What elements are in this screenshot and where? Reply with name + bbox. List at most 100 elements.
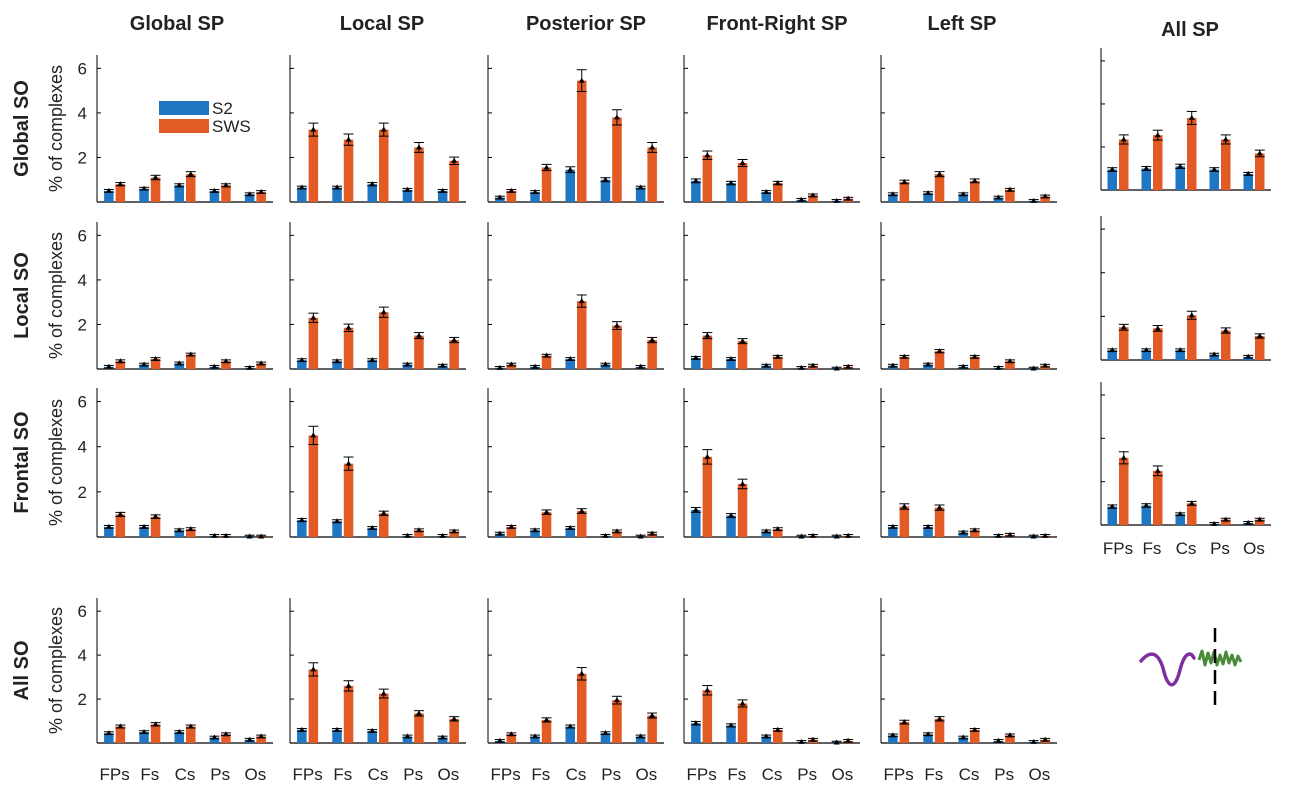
mean-marker: [637, 184, 644, 190]
y-tick-label: 2: [78, 690, 87, 709]
x-tick-label: Os: [1243, 539, 1265, 558]
mean-marker: [971, 177, 978, 183]
bar-sws: [577, 673, 587, 743]
mean-marker: [774, 726, 781, 732]
mean-marker: [774, 180, 781, 186]
bar-sws: [221, 734, 231, 743]
mean-marker: [1256, 150, 1263, 156]
bar-sws: [647, 340, 657, 369]
mean-marker: [763, 733, 770, 739]
bar-s2: [139, 188, 149, 202]
mean-marker: [1245, 519, 1252, 525]
mean-marker: [1211, 166, 1218, 172]
mean-marker: [649, 144, 656, 150]
mean-marker: [901, 353, 908, 359]
bar-sws: [773, 529, 783, 537]
mean-marker: [404, 186, 411, 192]
mean-marker: [415, 332, 422, 338]
bar-s2: [565, 358, 575, 369]
x-tick-label: Cs: [959, 765, 980, 784]
mean-marker: [310, 666, 317, 672]
mean-marker: [613, 697, 620, 703]
mean-marker: [845, 737, 852, 743]
bar-sws: [150, 516, 161, 537]
mean-marker: [578, 508, 585, 514]
mean-marker: [246, 533, 253, 539]
mean-marker: [739, 700, 746, 706]
mean-marker: [496, 194, 503, 200]
mean-marker: [971, 726, 978, 732]
mean-marker: [995, 737, 1002, 743]
mean-marker: [532, 733, 539, 739]
x-tick-label: Ps: [210, 765, 230, 784]
mean-marker: [258, 533, 265, 539]
mean-marker: [1109, 503, 1116, 509]
bar-sws: [1005, 361, 1015, 369]
mean-marker: [728, 512, 735, 518]
mean-marker: [728, 180, 735, 186]
mean-marker: [1143, 165, 1150, 171]
bar-sws: [1221, 139, 1231, 190]
bar-s2: [761, 736, 771, 743]
y-axis-label: % of complexes: [46, 399, 66, 526]
bar-s2: [437, 190, 448, 202]
mean-marker: [833, 365, 840, 371]
bar-sws: [221, 361, 231, 369]
mean-marker: [187, 351, 194, 357]
bar-sws: [343, 685, 354, 743]
bar-s2: [139, 364, 149, 369]
mean-marker: [211, 363, 218, 369]
y-axis-label: % of complexes: [46, 65, 66, 192]
mean-marker: [152, 355, 159, 361]
bar-sws: [343, 139, 354, 202]
mean-marker: [298, 184, 305, 190]
mean-marker: [637, 733, 644, 739]
bar-sws: [702, 456, 713, 537]
bar-sws: [186, 529, 196, 537]
bar-s2: [367, 360, 377, 369]
x-tick-label: FPs: [686, 765, 716, 784]
x-tick-label: Fs: [140, 765, 159, 784]
mean-marker: [602, 532, 609, 538]
mean-marker: [1042, 193, 1049, 199]
mean-marker: [833, 533, 840, 539]
mean-marker: [141, 729, 148, 735]
mean-marker: [246, 736, 253, 742]
bar-sws: [970, 729, 980, 743]
bar-sws: [934, 174, 945, 202]
mean-marker: [1042, 362, 1049, 368]
spindle-waveform-icon: [1197, 649, 1243, 667]
x-tick-label: Cs: [175, 765, 196, 784]
mean-marker: [1256, 333, 1263, 338]
bar-sws: [414, 530, 424, 537]
y-axis-label: % of complexes: [46, 232, 66, 359]
bar-s2: [1107, 506, 1117, 525]
mean-marker: [451, 715, 458, 721]
bar-sws: [702, 690, 713, 743]
mean-marker: [211, 532, 218, 538]
bar-sws: [115, 184, 126, 202]
mean-marker: [1177, 511, 1184, 517]
bar-sws: [773, 356, 783, 369]
bar-sws: [150, 724, 161, 743]
bar-s2: [530, 191, 540, 202]
bar-sws: [737, 483, 748, 537]
mean-marker: [567, 355, 574, 361]
column-title: Global SP: [130, 13, 224, 35]
mean-marker: [1120, 324, 1127, 330]
mean-marker: [439, 734, 446, 740]
bar-s2: [888, 526, 898, 537]
mean-marker: [613, 114, 620, 120]
mean-marker: [1109, 347, 1116, 353]
slow-oscillation-waveform-icon: [1139, 652, 1196, 687]
bar-s2: [402, 736, 413, 743]
bar-sws: [1119, 327, 1129, 360]
bar-sws: [1255, 336, 1265, 360]
mean-marker: [222, 358, 229, 364]
mean-marker: [845, 363, 852, 369]
bar-s2: [1107, 169, 1117, 190]
mean-marker: [739, 338, 746, 344]
mean-marker: [1006, 732, 1013, 738]
bar-s2: [244, 194, 255, 202]
y-tick-label: 6: [78, 602, 87, 621]
